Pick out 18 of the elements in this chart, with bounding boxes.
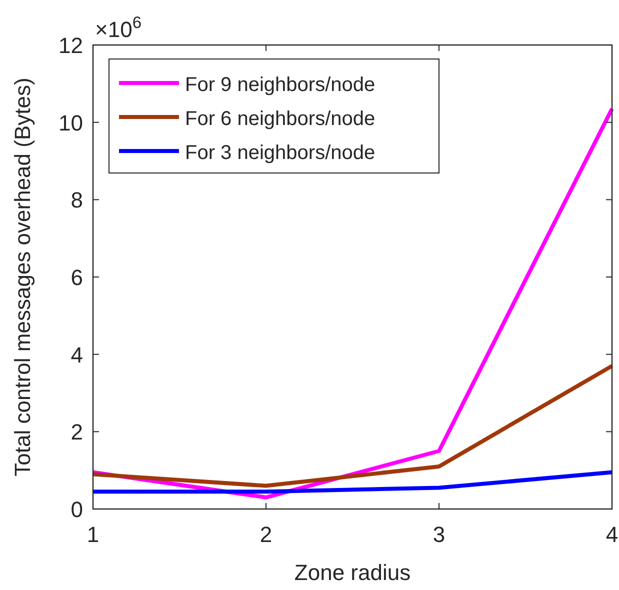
x-tick-label: 3 — [432, 522, 446, 547]
y-tick-label: 0 — [70, 497, 83, 522]
legend-label: For 3 neighbors/node — [185, 142, 376, 164]
x-axis-title: Zone radius — [294, 560, 411, 585]
legend-label: For 6 neighbors/node — [185, 108, 376, 130]
text: ×10$^{6}$ — [95, 14, 142, 42]
y-tick-label: 2 — [70, 420, 83, 445]
x-tick-label: 2 — [260, 522, 272, 547]
y-tick-label: 6 — [70, 265, 83, 290]
y-axis-title: Total control messages overhead (Bytes) — [10, 78, 35, 476]
legend-label: For 9 neighbors/node — [185, 74, 376, 96]
y-tick-label: 12 — [58, 33, 83, 58]
y-tick-label: 4 — [70, 342, 83, 368]
x-tick-label: 1 — [86, 522, 100, 547]
y-tick-label: 10 — [58, 110, 83, 136]
y-tick-label: 8 — [70, 188, 83, 213]
x-tick-label: 4 — [606, 522, 618, 547]
line-series — [91, 364, 614, 488]
